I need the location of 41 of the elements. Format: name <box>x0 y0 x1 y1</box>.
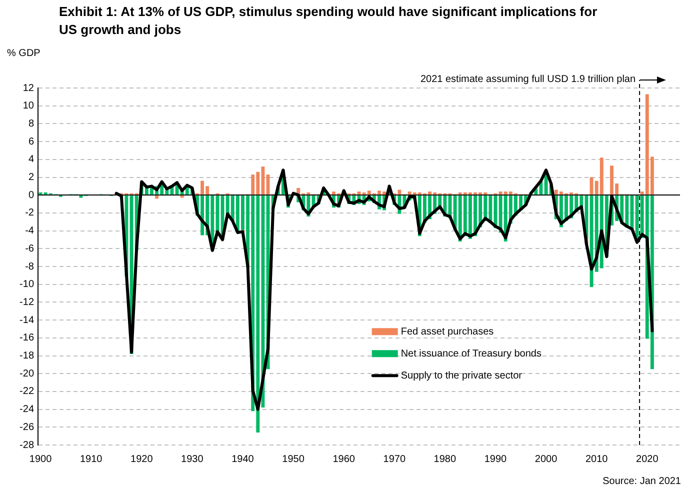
y-tick-label: 4 <box>28 154 34 166</box>
y-tick-label: -8 <box>25 261 34 272</box>
x-tick-label: 1980 <box>434 454 456 465</box>
y-tick-label: 6 <box>28 136 34 148</box>
ref-line-label: 2021 estimate assuming full USD 1.9 trillion plan <box>420 74 636 85</box>
y-tick-label: -6 <box>25 243 34 254</box>
x-tick-label: 2010 <box>585 454 608 465</box>
x-tick-label: 1930 <box>181 454 204 465</box>
x-tick-label: 1940 <box>232 454 254 465</box>
legend-label: Net issuance of Treasury bonds <box>400 348 542 360</box>
x-tick-label: 1900 <box>29 454 52 465</box>
x-tick-label: 1950 <box>282 454 305 465</box>
y-tick-label: 8 <box>28 118 34 130</box>
legend-label: Fed asset purchases <box>400 326 494 338</box>
y-tick-label: -28 <box>20 440 34 451</box>
source-note: Source: Jan 2021 <box>602 476 681 487</box>
y-axis-title: % GDP <box>7 48 40 59</box>
y-tick-label: -4 <box>25 226 34 237</box>
y-tick-label: -2 <box>25 208 34 219</box>
y-tick-label: 0 <box>28 190 34 201</box>
y-tick-label: -24 <box>20 404 34 416</box>
x-tick-label: 1990 <box>484 454 508 465</box>
y-tick-label: -22 <box>20 386 34 398</box>
y-tick-label: 10 <box>22 100 34 112</box>
legend-label: Supply to the private sector <box>400 370 523 382</box>
x-tick-label: 1910 <box>80 454 103 465</box>
x-tick-label: 2000 <box>534 454 558 465</box>
x-tick-label: 1970 <box>383 454 406 465</box>
y-tick-label: -14 <box>20 314 34 326</box>
y-tick-label: -12 <box>20 296 34 308</box>
y-tick-label: -16 <box>20 332 34 344</box>
x-tick-label: 2020 <box>636 454 659 465</box>
x-tick-label: 1920 <box>130 454 154 465</box>
y-tick-label: -10 <box>20 279 34 290</box>
y-tick-label: 2 <box>28 172 34 183</box>
x-tick-label: 1960 <box>332 454 356 465</box>
y-tick-label: -26 <box>20 422 34 433</box>
y-tick-label: -18 <box>20 350 34 362</box>
chart-title: Exhibit 1: At 13% of US GDP, stimulus spending would have significant implications for US growth and jobs <box>59 3 598 39</box>
y-tick-label: 12 <box>22 82 34 94</box>
y-tick-label: -20 <box>20 368 34 380</box>
